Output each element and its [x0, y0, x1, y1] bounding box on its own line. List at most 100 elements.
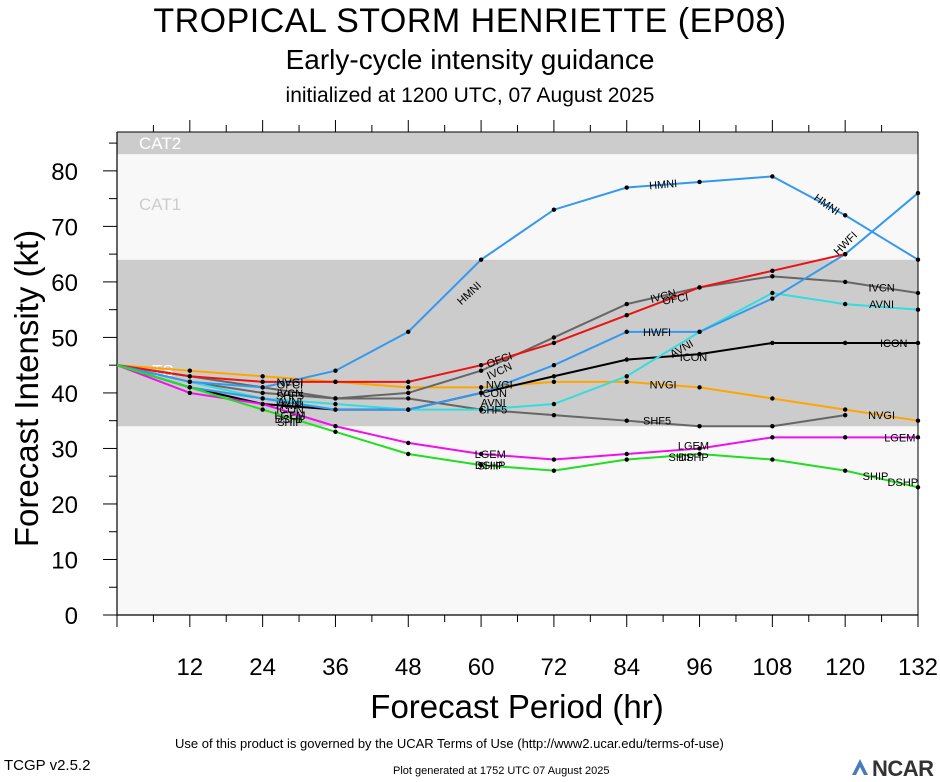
line-label-ship: SHIP: [277, 417, 303, 429]
series-point-icon: [697, 351, 702, 357]
series-line-hmni: [116, 175, 919, 389]
series-point-lgem: [915, 435, 921, 440]
series-point-dshp: [333, 429, 338, 434]
series-lgem: [116, 364, 921, 462]
line-label-hmni: HMNI: [649, 178, 678, 192]
line-label-nvgi: NVGI: [868, 410, 895, 422]
band-label-cat2: CAT2: [139, 134, 181, 153]
series-point-ivcn: [333, 396, 338, 401]
ncar-logo-text: NCAR: [872, 756, 934, 781]
series-line-hwfi: [116, 192, 919, 411]
series-point-avni: [915, 307, 921, 312]
series-point-lgem: [478, 451, 484, 457]
line-label-icon: ICON: [680, 352, 708, 364]
series-point-dshp: [697, 451, 702, 457]
y-tick-label: 60: [51, 270, 78, 297]
line-label-lgem: LGEM: [884, 432, 915, 444]
x-tick-label: 132: [898, 654, 938, 681]
series-point-lgem: [697, 446, 702, 451]
series-point-hwfi: [478, 390, 484, 396]
line-label-hwfi: HWFI: [643, 327, 671, 339]
series-point-hwfi: [624, 329, 629, 335]
line-label-dshp: DSHP: [275, 414, 306, 426]
series-point-shf5: [406, 396, 411, 401]
version-label: TCGP v2.5.2: [4, 757, 91, 774]
series-point-avni: [333, 401, 338, 407]
series-point-ofci: [260, 379, 265, 385]
line-label-dshp: DSHP: [475, 460, 506, 472]
line-label-ship: SHIP: [477, 461, 503, 473]
series-point-hmni: [333, 368, 338, 373]
line-label-ofci: OFCI: [277, 380, 303, 392]
series-point-ivcn: [551, 335, 557, 340]
y-tick-label: 50: [51, 325, 78, 352]
x-tick-label: 12: [176, 654, 203, 681]
series-dshp: [116, 364, 921, 490]
series-point-lgem: [624, 451, 629, 457]
init-time: initialized at 1200 UTC, 07 August 2025: [285, 84, 655, 107]
series-point-hmni: [187, 379, 193, 385]
series-point-icon: [624, 357, 629, 362]
band-cat2: [117, 132, 918, 155]
y-tick-label: 40: [51, 381, 78, 408]
line-label-shf5: SHF5: [643, 416, 671, 428]
series-point-dshp: [187, 385, 193, 390]
series-ofci: [116, 251, 848, 385]
series-point-nvgi: [187, 368, 193, 373]
series-point-hmni: [915, 257, 921, 262]
line-label-dshp: DSHP: [678, 452, 709, 464]
series-point-dshp: [624, 457, 629, 462]
line-label-avni: AVNI: [278, 396, 303, 408]
series-point-nvgi: [770, 396, 775, 401]
chart-subtitle: Early-cycle intensity guidance: [285, 44, 655, 75]
x-tick-label: 96: [686, 654, 713, 681]
generated-time: Plot generated at 1752 UTC 07 August 202…: [393, 765, 610, 777]
line-label-icon: ICON: [880, 338, 908, 350]
series-point-ivcn: [406, 390, 411, 396]
line-label-ofci: OFCI: [661, 291, 689, 307]
series-point-hmni: [770, 174, 775, 179]
x-axis-label: Forecast Period (hr): [370, 688, 663, 725]
series-point-ofci: [333, 379, 338, 385]
series-point-ofci: [187, 374, 193, 379]
line-label-avni: AVNI: [869, 299, 894, 311]
series-point-hwfi: [406, 407, 411, 412]
series-point-avni: [551, 401, 557, 407]
y-tick-label: 30: [51, 436, 78, 463]
series-point-dshp: [406, 451, 411, 457]
x-tick-label: 108: [752, 654, 792, 681]
series-point-ofci: [842, 251, 848, 257]
series-point-hwfi: [770, 296, 775, 301]
series-point-shf5: [624, 418, 629, 423]
series-point-lgem: [333, 424, 338, 429]
band-cat1: [117, 154, 918, 260]
series-point-hmni: [478, 257, 484, 262]
series-point-hwfi: [697, 329, 702, 335]
x-tick-label: 48: [395, 654, 422, 681]
series-point-icon: [770, 340, 775, 346]
series-point-shf5: [697, 424, 702, 429]
line-label-shf5: SHF5: [479, 405, 507, 417]
series-point-lgem: [406, 440, 411, 446]
series-point-icon: [915, 340, 921, 346]
terms-of-use: Use of this product is governed by the U…: [175, 736, 724, 751]
series-point-dshp: [842, 468, 848, 473]
line-label-icon: ICON: [276, 405, 304, 417]
series-point-nvgi: [406, 385, 411, 390]
series-point-nvgi: [624, 379, 629, 385]
series-point-ofci: [697, 285, 702, 290]
line-label-nvgi: NVGI: [276, 377, 303, 389]
series-point-avni: [770, 290, 775, 296]
series-line-lgem: [116, 364, 918, 461]
plot-background: [117, 426, 918, 615]
line-label-icon: ICON: [479, 388, 507, 400]
x-tick-label: 24: [249, 654, 276, 681]
line-label-hwfi: HWFI: [276, 400, 304, 412]
line-label-ivcn: IVCN: [868, 282, 894, 294]
x-tick-label: 84: [613, 654, 640, 681]
series-point-nvgi: [842, 407, 848, 412]
series-point-ivcn: [770, 274, 775, 279]
series-point-icon: [551, 374, 557, 379]
series-point-dshp: [260, 407, 265, 412]
